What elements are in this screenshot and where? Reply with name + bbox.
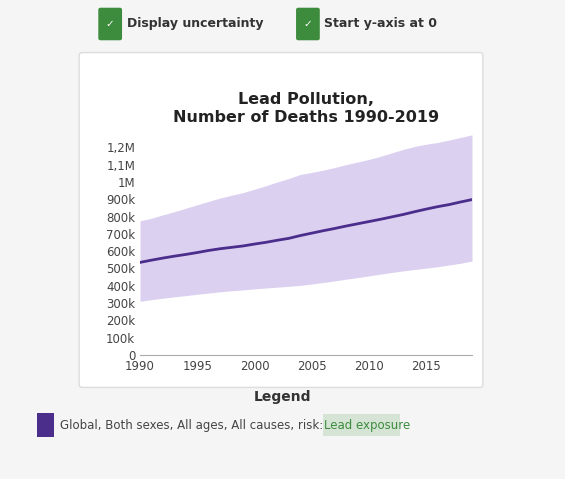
- Text: Legend: Legend: [254, 390, 311, 404]
- Title: Lead Pollution,
Number of Deaths 1990-2019: Lead Pollution, Number of Deaths 1990-20…: [173, 92, 439, 125]
- Text: Lead exposure: Lead exposure: [324, 419, 411, 432]
- Text: Global, Both sexes, All ages, All causes, risk:: Global, Both sexes, All ages, All causes…: [60, 419, 328, 432]
- Text: ✓: ✓: [106, 19, 115, 29]
- Text: ✓: ✓: [303, 19, 312, 29]
- Text: Display uncertainty: Display uncertainty: [127, 18, 263, 31]
- Text: Start y-axis at 0: Start y-axis at 0: [324, 18, 437, 31]
